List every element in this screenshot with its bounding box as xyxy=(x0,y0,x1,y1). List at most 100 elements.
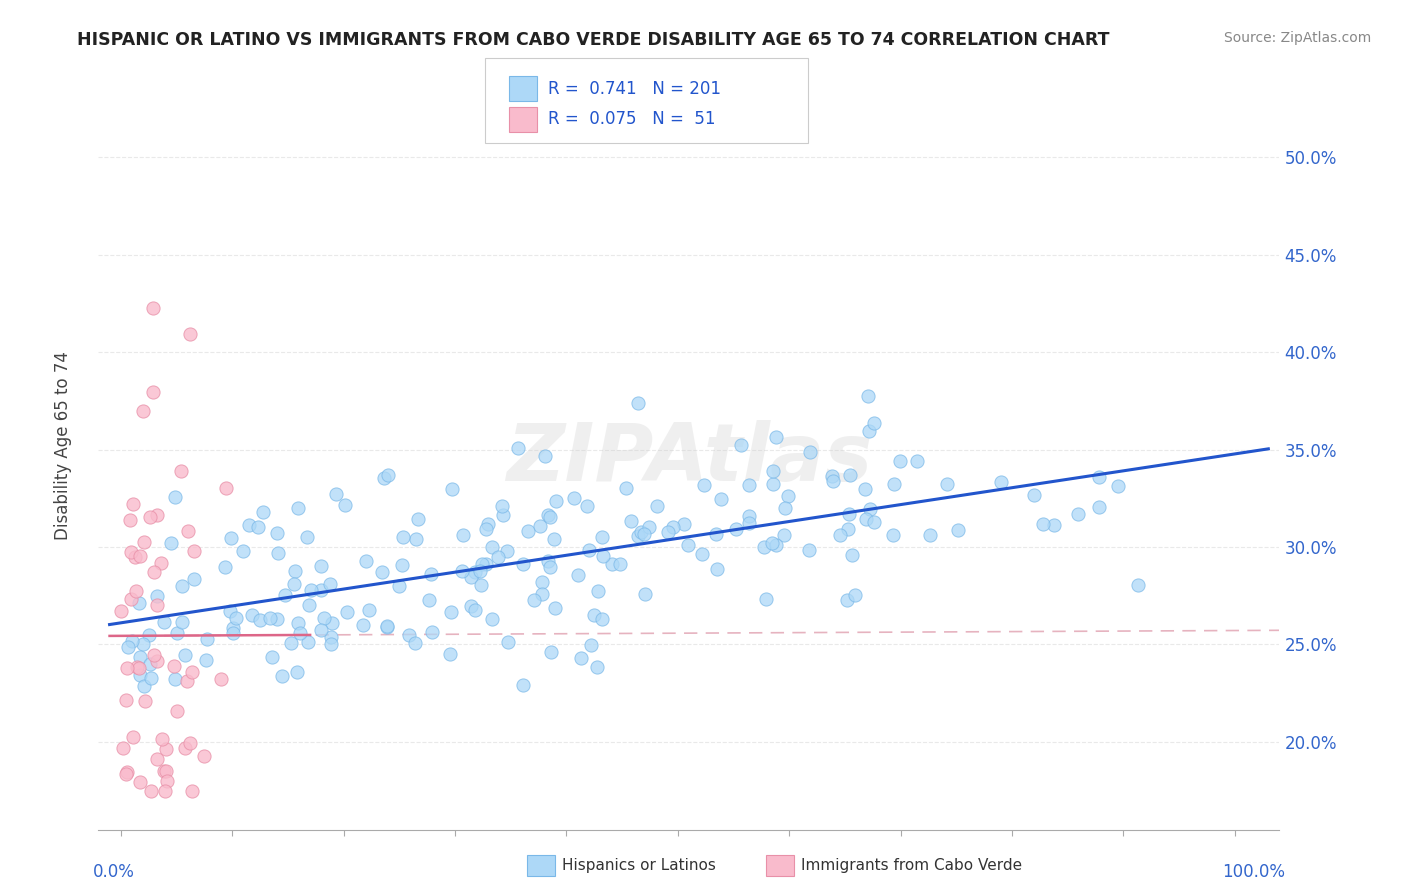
Point xyxy=(266,612,288,626)
Point xyxy=(575,499,598,513)
Point xyxy=(375,619,398,633)
Point xyxy=(142,648,165,662)
Point xyxy=(145,751,167,765)
Point xyxy=(298,598,321,612)
Point xyxy=(538,509,561,524)
Point xyxy=(797,542,820,557)
Point xyxy=(352,618,374,632)
Text: Source: ZipAtlas.com: Source: ZipAtlas.com xyxy=(1223,31,1371,45)
Text: R =  0.741   N = 201: R = 0.741 N = 201 xyxy=(548,80,721,98)
Point xyxy=(543,532,565,546)
Point xyxy=(121,634,143,648)
Point xyxy=(153,764,176,779)
Point xyxy=(398,628,420,642)
Point xyxy=(181,665,204,679)
Point xyxy=(370,565,392,579)
Point xyxy=(132,679,155,693)
Point xyxy=(181,783,204,797)
Point xyxy=(117,640,139,654)
Point xyxy=(920,528,942,542)
Point xyxy=(662,520,685,534)
Point xyxy=(176,673,198,688)
Point xyxy=(475,522,498,536)
Point xyxy=(392,530,415,544)
Point xyxy=(141,783,163,797)
Point xyxy=(321,615,343,630)
Point xyxy=(287,501,309,516)
Point xyxy=(128,596,150,610)
Point xyxy=(882,528,904,542)
Point xyxy=(149,557,172,571)
Point xyxy=(214,560,236,574)
Point xyxy=(280,635,302,649)
Point xyxy=(506,441,529,455)
Point xyxy=(481,612,503,626)
Point xyxy=(170,464,193,478)
Point xyxy=(645,500,668,514)
Point xyxy=(138,628,160,642)
Text: Immigrants from Cabo Verde: Immigrants from Cabo Verde xyxy=(801,858,1022,872)
Point xyxy=(125,584,148,599)
Point xyxy=(124,550,146,565)
Point xyxy=(821,469,844,483)
Point xyxy=(404,636,426,650)
Point xyxy=(1043,517,1066,532)
Point xyxy=(634,586,657,600)
Point xyxy=(543,600,565,615)
Point xyxy=(620,515,643,529)
Point xyxy=(471,558,494,572)
Point xyxy=(990,475,1012,489)
Point xyxy=(755,592,778,607)
Point xyxy=(299,583,322,598)
Point xyxy=(464,566,486,580)
Point xyxy=(388,579,411,593)
Point xyxy=(540,645,562,659)
Point xyxy=(194,652,217,666)
Point xyxy=(460,599,482,614)
Point xyxy=(905,454,928,468)
Point xyxy=(823,474,845,488)
Point xyxy=(297,635,319,649)
Point xyxy=(325,487,347,501)
Point xyxy=(460,570,482,584)
Text: 100.0%: 100.0% xyxy=(1222,863,1285,881)
Point xyxy=(583,607,606,622)
Point xyxy=(776,490,799,504)
Point xyxy=(730,438,752,452)
Point xyxy=(516,524,538,538)
Point xyxy=(183,572,205,586)
Point xyxy=(418,593,440,607)
Point xyxy=(546,494,568,508)
Point xyxy=(657,524,679,539)
Point xyxy=(481,540,503,554)
Point xyxy=(475,557,498,571)
Point xyxy=(283,577,305,591)
Point xyxy=(240,608,263,623)
Point xyxy=(128,549,150,564)
Point xyxy=(710,491,733,506)
Point xyxy=(311,623,333,637)
Point xyxy=(155,764,177,779)
Point xyxy=(391,558,413,572)
Point xyxy=(125,659,148,673)
Point xyxy=(333,498,356,512)
Point xyxy=(117,765,139,780)
Text: ZIPAtlas: ZIPAtlas xyxy=(506,420,872,499)
Point xyxy=(1107,479,1129,493)
Point xyxy=(830,527,852,541)
Point xyxy=(523,592,546,607)
Point xyxy=(439,648,461,662)
Point xyxy=(738,516,761,531)
Point xyxy=(215,481,238,495)
Point xyxy=(297,530,319,544)
Point xyxy=(166,626,188,640)
Point xyxy=(155,783,177,797)
Point xyxy=(420,624,443,639)
Point xyxy=(288,626,311,640)
Point xyxy=(536,508,558,523)
Point xyxy=(1126,578,1149,592)
Point xyxy=(165,490,187,504)
Point xyxy=(115,767,138,781)
Point xyxy=(470,578,492,592)
Point xyxy=(163,672,186,686)
